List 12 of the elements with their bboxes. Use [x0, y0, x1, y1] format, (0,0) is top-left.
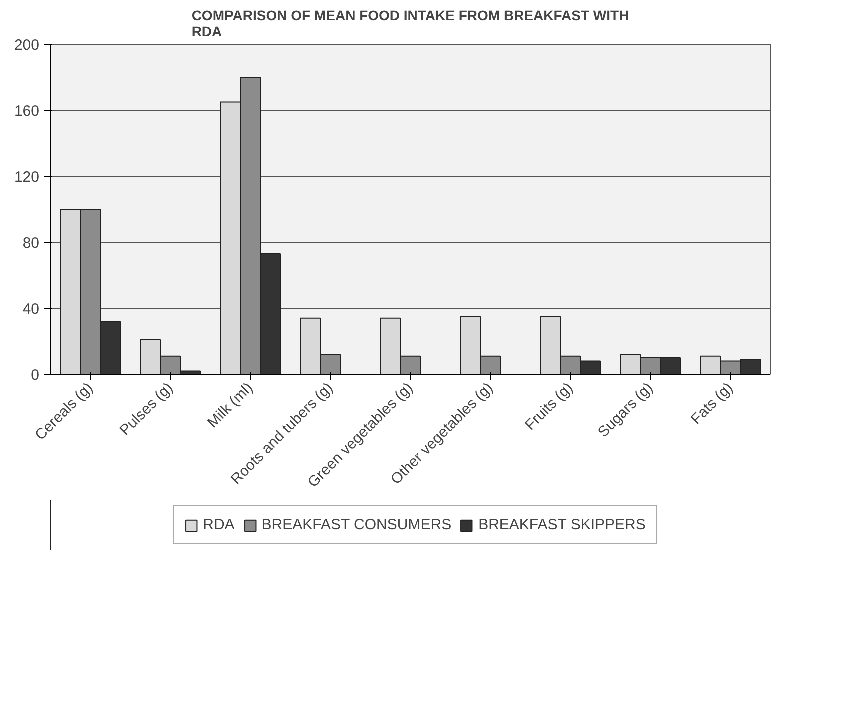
x-tick-label: Milk (ml)	[204, 379, 257, 432]
y-tick-label: 40	[22, 301, 40, 318]
y-tick-label: 120	[14, 169, 40, 186]
legend-label: BREAKFAST CONSUMERS	[262, 516, 452, 534]
legend-label: RDA	[203, 516, 235, 534]
chart-title: COMPARISON OF MEAN FOOD INTAKE FROM BREAKFAST WITH RDA	[192, 8, 630, 40]
y-tick-label: 80	[22, 235, 40, 252]
y-tick-label: 0	[31, 367, 40, 384]
legend-label: BREAKFAST SKIPPERS	[478, 516, 646, 534]
x-tick-label: Fats (g)	[688, 379, 737, 428]
y-tick-label: 160	[14, 103, 40, 120]
y-tick-label: 200	[14, 37, 40, 54]
